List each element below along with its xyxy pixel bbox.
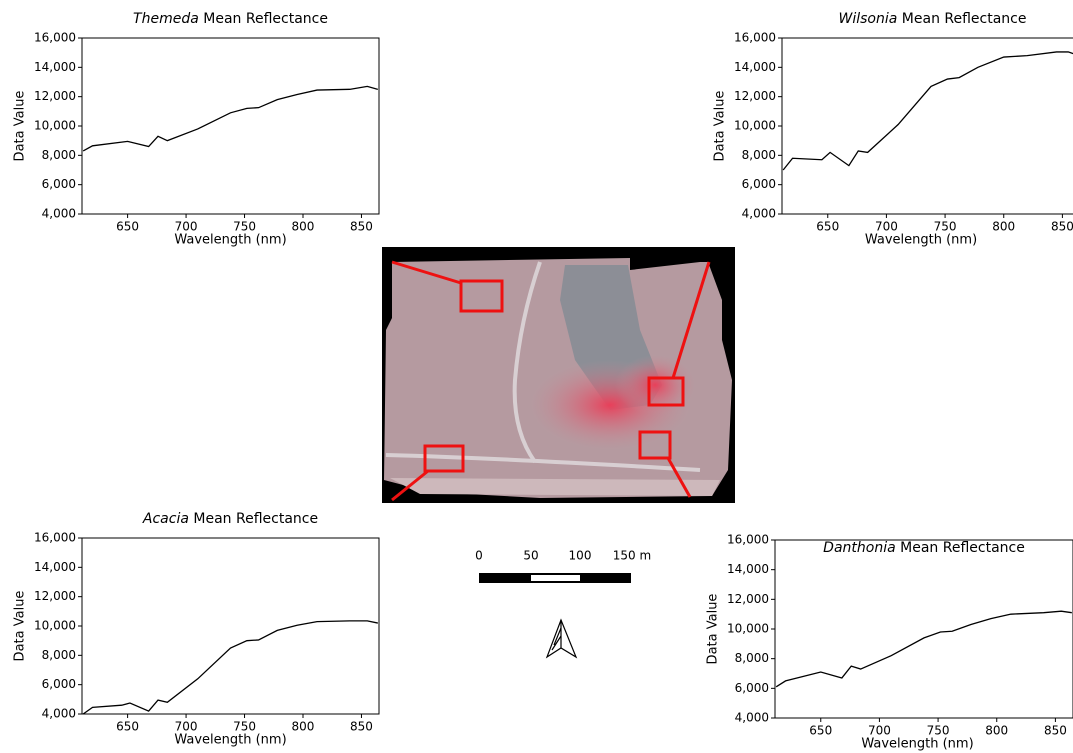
x-tick-label: 750 — [233, 720, 256, 734]
x-tick-label: 850 — [1044, 724, 1067, 738]
y-tick-label: 6,000 — [42, 677, 76, 691]
x-tick-label: 700 — [875, 220, 898, 234]
map-image — [382, 247, 735, 503]
chart-title: Acacia Mean Reflectance — [142, 511, 318, 527]
x-axis-label: Wavelength (nm) — [174, 733, 286, 748]
y-tick-label: 12,000 — [34, 589, 76, 603]
y-tick-label: 16,000 — [34, 31, 76, 45]
y-tick-label: 14,000 — [727, 562, 769, 576]
x-tick-label: 750 — [233, 220, 256, 234]
chart-title: Danthonia Mean Reflectance — [823, 540, 1025, 556]
chart-title: Themeda Mean Reflectance — [133, 11, 328, 27]
scale-label: 0 — [475, 549, 483, 563]
y-tick-label: 14,000 — [34, 60, 76, 74]
x-tick-label: 750 — [927, 724, 950, 738]
y-tick-label: 10,000 — [34, 619, 76, 633]
x-axis-label: Wavelength (nm) — [174, 233, 286, 248]
callout-line — [666, 457, 692, 498]
data-line — [82, 620, 378, 715]
scale-label: 100 — [569, 549, 592, 563]
data-line — [782, 51, 1073, 171]
y-tick-label: 16,000 — [727, 533, 769, 547]
x-tick-label: 800 — [292, 220, 315, 234]
y-axis-label: Data Value — [13, 591, 28, 662]
data-line — [775, 610, 1072, 688]
y-tick-label: 4,000 — [742, 207, 776, 221]
y-tick-label: 12,000 — [734, 89, 776, 103]
y-tick-label: 8,000 — [42, 148, 76, 162]
x-tick-label: 700 — [175, 720, 198, 734]
x-tick-label: 700 — [175, 220, 198, 234]
y-tick-label: 10,000 — [34, 119, 76, 133]
north-arrow — [545, 618, 578, 659]
callout-box — [638, 430, 672, 460]
x-tick-label: 850 — [350, 720, 373, 734]
y-tick-label: 4,000 — [42, 707, 76, 721]
x-tick-label: 700 — [868, 724, 891, 738]
callouts — [391, 260, 711, 502]
chart-title: Wilsonia Mean Reflectance — [839, 11, 1027, 27]
callout-box — [459, 279, 504, 313]
x-axis-label: Wavelength (nm) — [861, 737, 973, 752]
plot-frame — [774, 539, 1073, 719]
callout-line — [671, 261, 711, 379]
scale-label: 150 m — [613, 549, 651, 563]
y-axis-label: Data Value — [13, 91, 28, 162]
y-tick-label: 16,000 — [34, 531, 76, 545]
callout-line — [391, 469, 429, 502]
x-axis-label: Wavelength (nm) — [865, 233, 977, 248]
callout-box — [647, 376, 685, 407]
y-tick-label: 16,000 — [734, 31, 776, 45]
y-tick-label: 14,000 — [34, 560, 76, 574]
y-tick-label: 6,000 — [735, 681, 769, 695]
y-tick-label: 8,000 — [735, 651, 769, 665]
scale-bar: 0 50 100 150 m — [475, 549, 651, 583]
x-tick-label: 800 — [985, 724, 1008, 738]
x-tick-label: 750 — [934, 220, 957, 234]
y-tick-label: 14,000 — [734, 60, 776, 74]
scale-label: 50 — [523, 549, 538, 563]
y-tick-label: 6,000 — [742, 177, 776, 191]
x-tick-label: 800 — [992, 220, 1015, 234]
plot-frame — [81, 537, 380, 715]
x-tick-label: 850 — [350, 220, 373, 234]
y-axis-label: Data Value — [713, 91, 728, 162]
y-tick-label: 4,000 — [42, 207, 76, 221]
y-axis-label: Data Value — [706, 594, 721, 665]
y-tick-label: 6,000 — [42, 177, 76, 191]
y-tick-label: 10,000 — [734, 119, 776, 133]
data-line — [82, 85, 379, 152]
plot-frame — [81, 37, 380, 215]
y-tick-label: 8,000 — [42, 648, 76, 662]
callout-box — [423, 444, 465, 473]
x-tick-label: 650 — [809, 724, 832, 738]
x-tick-label: 800 — [292, 720, 315, 734]
y-tick-label: 12,000 — [727, 592, 769, 606]
x-tick-label: 650 — [116, 720, 139, 734]
y-tick-label: 8,000 — [742, 148, 776, 162]
x-tick-label: 650 — [116, 220, 139, 234]
plot-frame — [781, 37, 1073, 215]
x-tick-label: 850 — [1051, 220, 1073, 234]
y-tick-label: 4,000 — [735, 711, 769, 725]
y-tick-label: 12,000 — [34, 89, 76, 103]
callout-line — [391, 260, 462, 285]
y-tick-label: 10,000 — [727, 622, 769, 636]
x-tick-label: 650 — [816, 220, 839, 234]
